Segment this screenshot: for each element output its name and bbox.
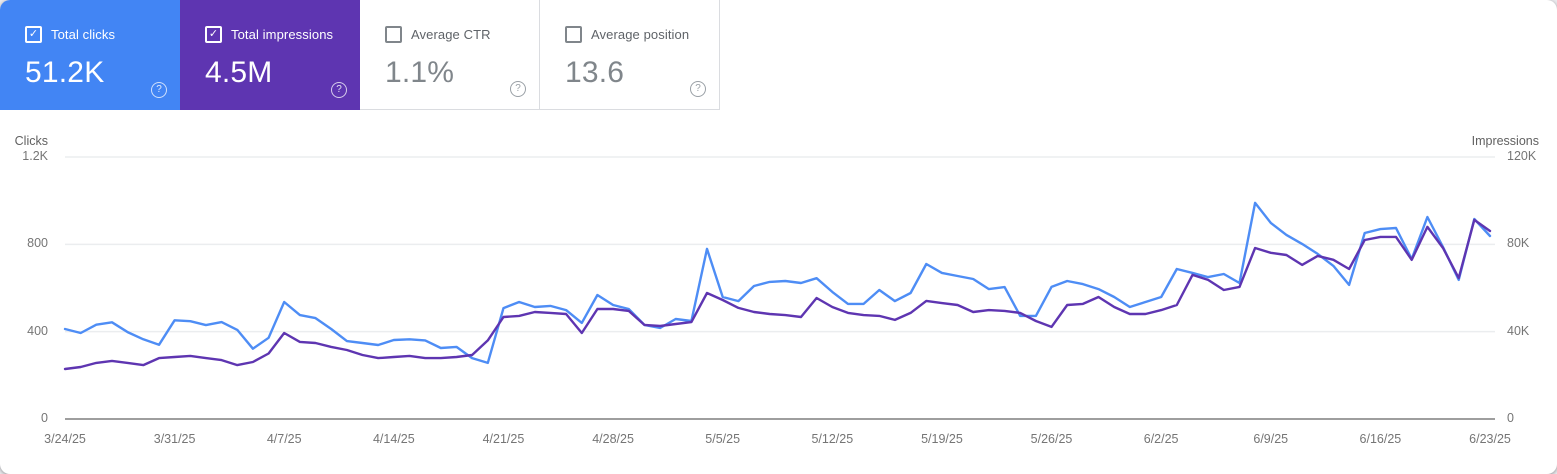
card-average-position[interactable]: Average position 13.6 ? <box>540 0 720 110</box>
average-position-checkbox[interactable] <box>565 26 582 43</box>
help-icon[interactable]: ? <box>331 82 347 98</box>
help-icon[interactable]: ? <box>510 81 526 97</box>
clicks-line[interactable] <box>63 201 1492 365</box>
left-axis-tick: 1.2K <box>22 149 48 163</box>
x-axis-date-label: 6/23/25 <box>1469 432 1511 446</box>
card-label: Total impressions <box>231 27 334 42</box>
x-axis-date-label: 5/12/25 <box>811 432 854 446</box>
help-icon[interactable]: ? <box>690 81 706 97</box>
x-axis-date-label: 4/21/25 <box>482 432 525 446</box>
card-average-ctr[interactable]: Average CTR 1.1% ? <box>360 0 540 110</box>
average-ctr-value: 1.1% <box>385 56 455 89</box>
x-axis-date-label: 5/19/25 <box>921 432 963 446</box>
total-impressions-value: 4.5M <box>205 56 273 89</box>
right-axis-title: Impressions <box>1471 134 1539 148</box>
right-axis-tick: 80K <box>1507 236 1530 251</box>
x-axis-date-label: 3/31/25 <box>153 432 196 446</box>
metric-cards-row: ✓ Total clicks 51.2K ? ✓ Total impressio… <box>0 0 720 110</box>
average-ctr-checkbox[interactable] <box>385 26 402 43</box>
total-clicks-checkbox[interactable]: ✓ <box>25 26 42 43</box>
x-axis-date-label: 6/2/25 <box>1143 432 1179 446</box>
x-axis-date-label: 4/7/25 <box>266 432 302 446</box>
right-axis-tick: 40K <box>1507 323 1530 338</box>
x-axis-date-label: 5/26/25 <box>1030 432 1073 446</box>
card-label: Average CTR <box>411 27 491 42</box>
total-impressions-checkbox[interactable]: ✓ <box>205 26 222 43</box>
right-axis-tick: 0 <box>1507 411 1514 425</box>
left-axis-tick: 800 <box>27 236 48 251</box>
card-total-impressions[interactable]: ✓ Total impressions 4.5M ? <box>180 0 360 110</box>
x-axis-date-label: 3/24/25 <box>44 432 86 446</box>
help-icon[interactable]: ? <box>151 82 167 98</box>
impressions-line[interactable] <box>63 218 1492 371</box>
left-axis-tick: 400 <box>27 323 48 338</box>
x-axis-date-label: 5/5/25 <box>705 432 741 446</box>
card-label: Average position <box>591 27 690 42</box>
average-position-value: 13.6 <box>565 56 625 89</box>
left-axis-title: Clicks <box>14 134 48 148</box>
left-axis-tick: 0 <box>41 411 48 425</box>
x-axis-date-label: 4/14/25 <box>372 432 415 446</box>
card-label: Total clicks <box>51 27 116 42</box>
card-total-clicks[interactable]: ✓ Total clicks 51.2K ? <box>0 0 180 110</box>
x-axis-date-label: 4/28/25 <box>592 432 634 446</box>
x-axis-date-label: 6/16/25 <box>1359 432 1402 446</box>
total-clicks-value: 51.2K <box>25 56 105 89</box>
x-axis-date-label: 6/9/25 <box>1253 432 1289 446</box>
right-axis-tick: 120K <box>1507 149 1537 163</box>
